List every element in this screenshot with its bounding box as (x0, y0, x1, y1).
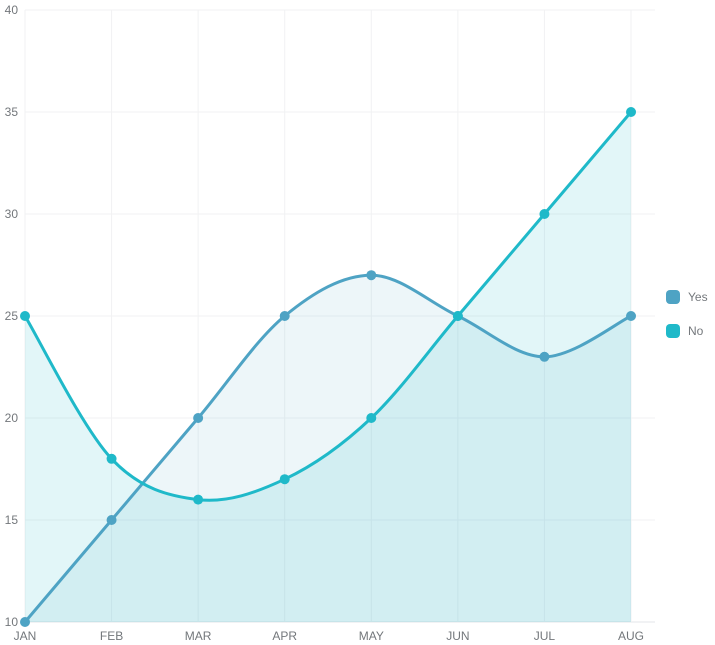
series-area-no (25, 112, 631, 622)
x-axis-tick-label: FEB (100, 629, 123, 643)
legend-item-no[interactable]: No (666, 324, 708, 338)
x-axis-tick-label: JUL (534, 629, 556, 643)
y-axis-tick-label: 35 (5, 105, 19, 119)
y-axis-tick-label: 40 (5, 3, 19, 17)
x-axis-tick-label: APR (272, 629, 297, 643)
series-area-yes (25, 275, 631, 622)
legend-swatch-no (666, 324, 680, 338)
data-point-marker-yes[interactable] (626, 311, 636, 321)
data-point-marker-yes[interactable] (20, 617, 30, 627)
legend-swatch-yes (666, 290, 680, 304)
y-axis-tick-label: 10 (5, 615, 19, 629)
x-axis-tick-label: MAR (185, 629, 212, 643)
data-point-marker-no[interactable] (20, 311, 30, 321)
data-point-marker-no[interactable] (106, 453, 117, 464)
y-axis-tick-label: 30 (5, 207, 19, 221)
y-axis-tick-label: 15 (5, 513, 19, 527)
legend-label-no: No (688, 324, 704, 338)
data-point-marker-no[interactable] (452, 311, 463, 321)
data-point-marker-no[interactable] (366, 413, 377, 423)
y-axis-tick-label: 20 (5, 411, 19, 425)
data-point-marker-no[interactable] (279, 474, 290, 485)
data-point-marker-yes[interactable] (279, 311, 290, 321)
x-axis-tick-label: AUG (618, 629, 644, 643)
legend-label-yes: Yes (688, 290, 708, 304)
data-point-marker-no[interactable] (626, 107, 636, 117)
x-axis-tick-label: JUN (446, 629, 469, 643)
data-point-marker-yes[interactable] (106, 515, 117, 525)
data-point-marker-yes[interactable] (366, 270, 377, 281)
legend-item-yes[interactable]: Yes (666, 290, 708, 304)
data-point-marker-no[interactable] (193, 494, 204, 505)
data-point-marker-no[interactable] (539, 209, 550, 219)
data-point-marker-yes[interactable] (193, 413, 204, 423)
x-axis-tick-label: MAY (359, 629, 384, 643)
y-axis-tick-label: 25 (5, 309, 19, 323)
data-point-marker-yes[interactable] (539, 351, 550, 362)
x-axis-tick-label: JAN (14, 629, 37, 643)
chart-legend: Yes No (666, 290, 708, 338)
